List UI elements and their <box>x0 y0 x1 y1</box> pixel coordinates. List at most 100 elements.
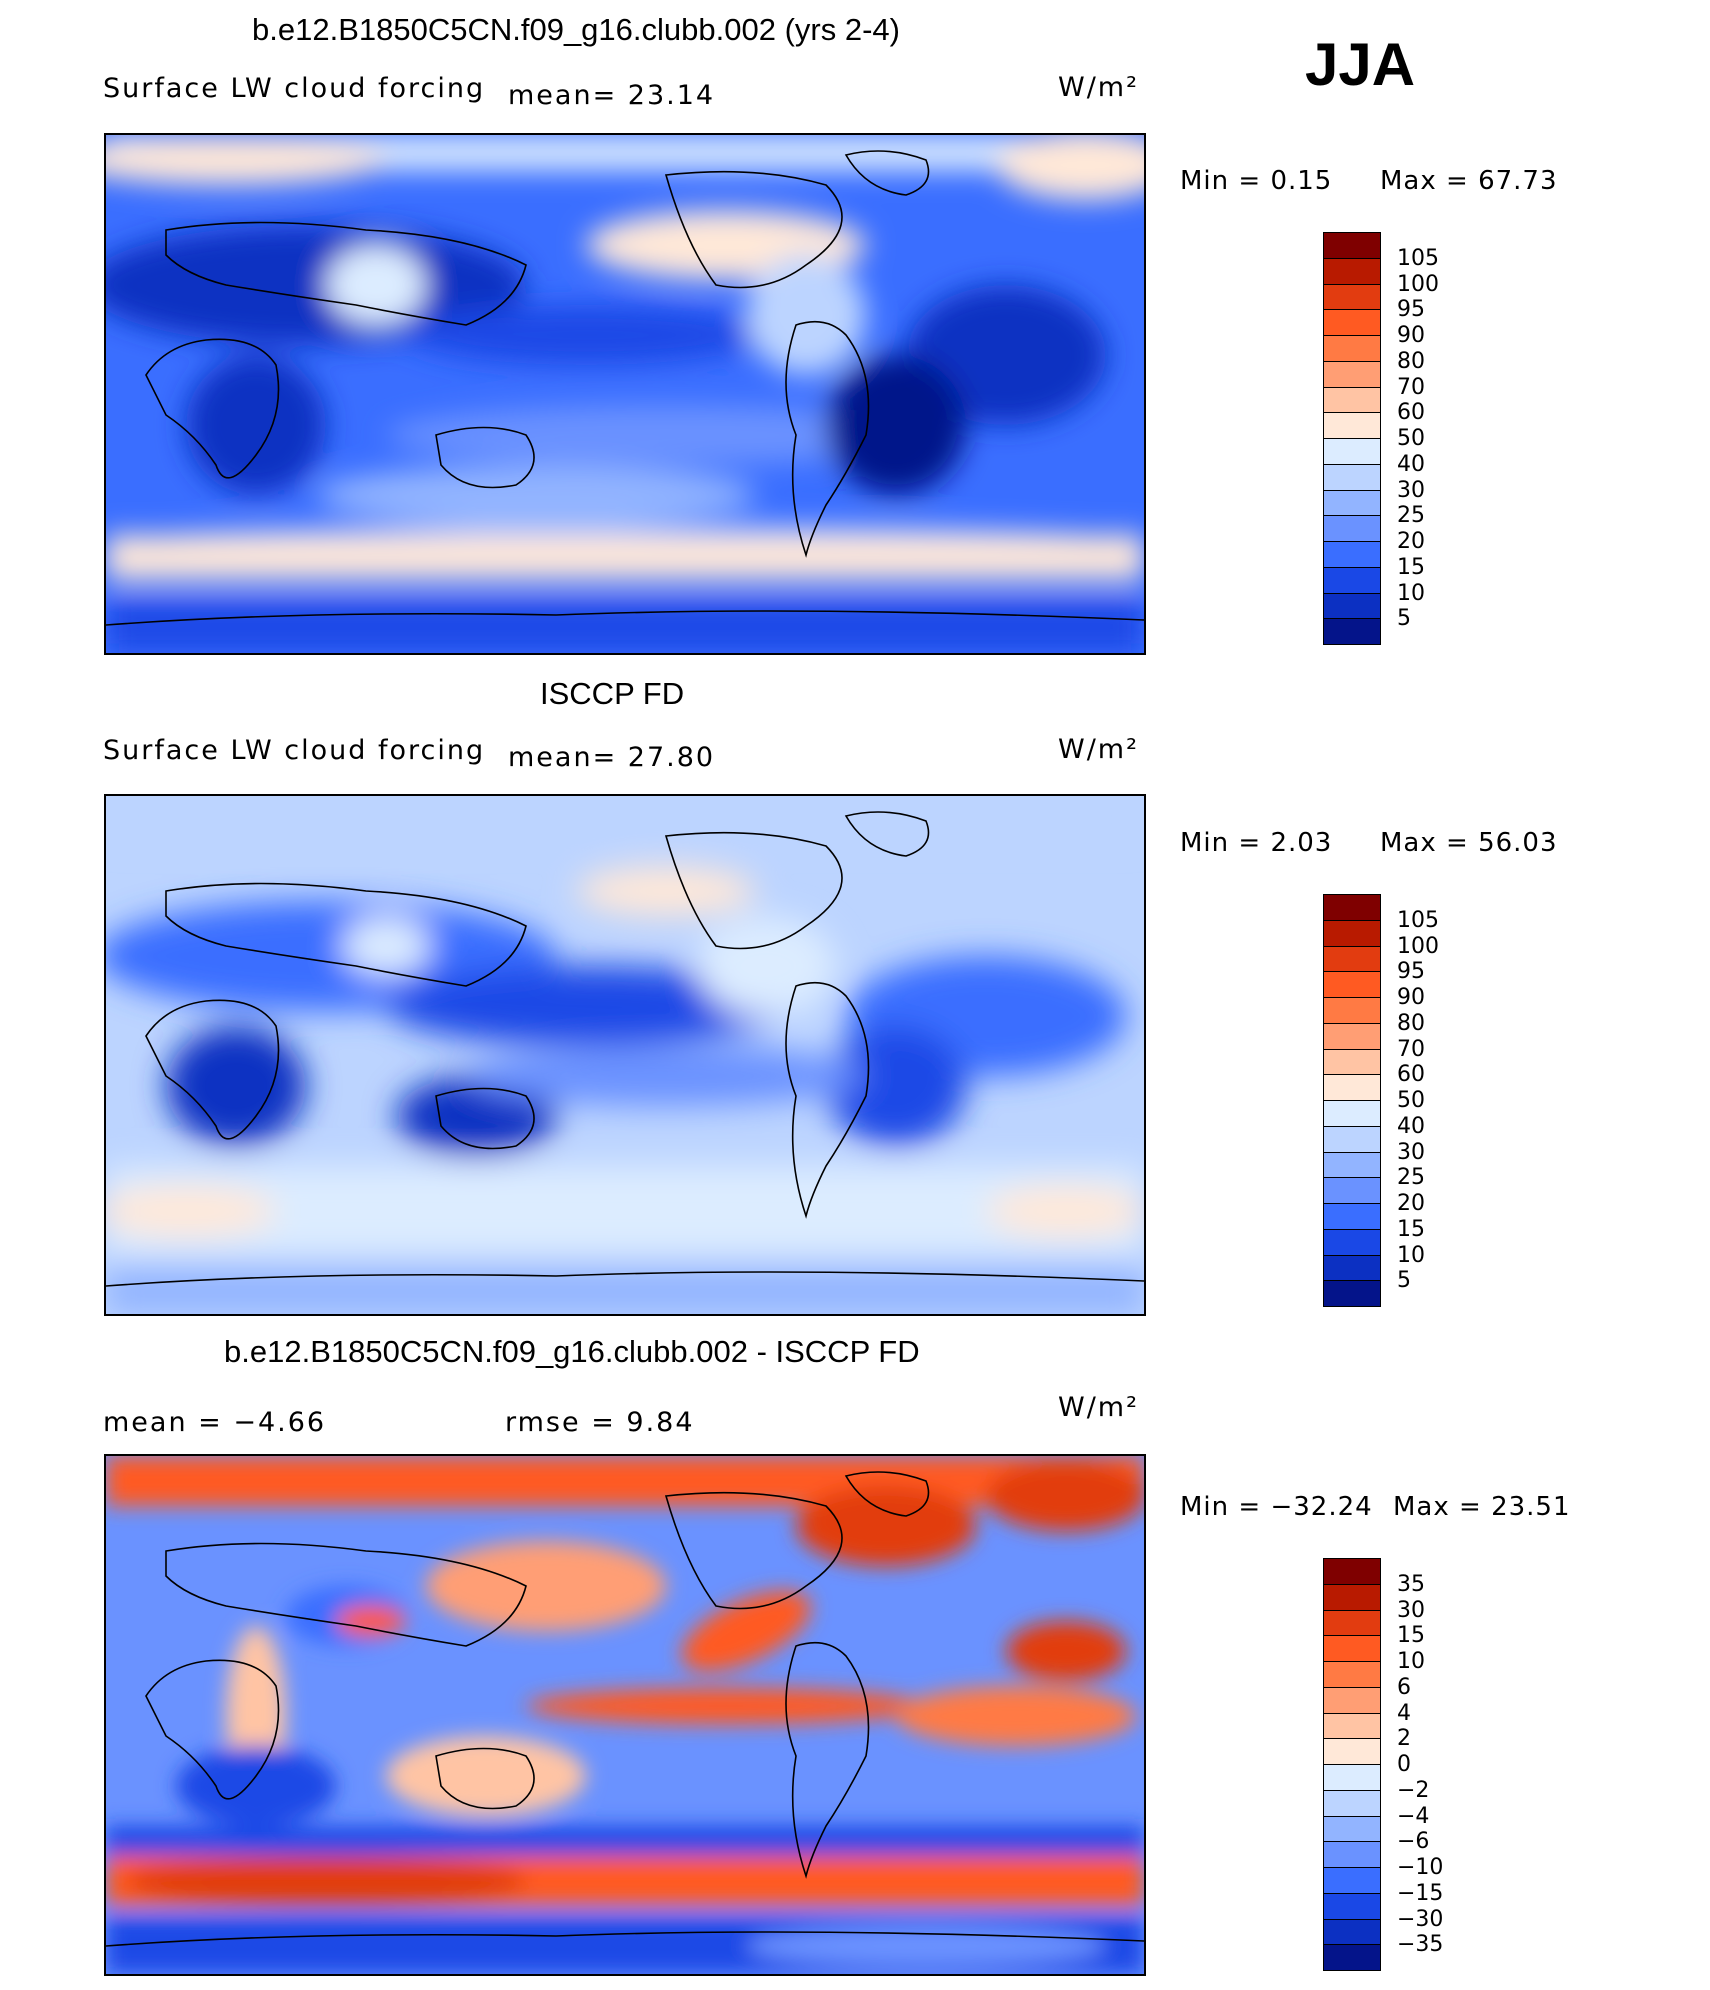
colorbar-swatch <box>1323 919 1381 947</box>
colorbar-swatch <box>1323 1609 1381 1637</box>
colorbar-swatch <box>1323 1712 1381 1740</box>
panel-1-min: Min = 0.15 <box>1180 166 1333 196</box>
panel-3-max: Max = 23.51 <box>1393 1492 1571 1522</box>
panel-2-variable: Surface LW cloud forcing <box>103 735 486 766</box>
colorbar-label: 30 <box>1397 1597 1425 1623</box>
colorbar-swatch <box>1323 1151 1381 1179</box>
colorbar-swatch <box>1323 1815 1381 1843</box>
colorbar-swatch <box>1323 1048 1381 1076</box>
panel-1-colorbar: 105 100 95 90 80 70 60 50 40 30 25 20 15 10 5 <box>1323 232 1463 645</box>
colorbar-label: 50 <box>1397 426 1425 451</box>
colorbar-swatch <box>1323 1841 1381 1868</box>
panel-2-map-canvas <box>106 796 1144 1314</box>
panel-1-title: b.e12.B1850C5CN.f09_g16.clubb.002 (yrs 2… <box>252 12 900 47</box>
colorbar-label: −4 <box>1397 1803 1430 1829</box>
colorbar-label: −15 <box>1397 1880 1444 1906</box>
colorbar-label: 10 <box>1397 1242 1425 1268</box>
panel-1-mean: mean= 23.14 <box>508 80 716 111</box>
colorbar-swatch <box>1323 1228 1381 1256</box>
colorbar-label: 4 <box>1397 1700 1411 1726</box>
colorbar-label: 30 <box>1397 477 1425 503</box>
panel-3-rmse: rmse = 9.84 <box>505 1407 695 1438</box>
colorbar-swatch <box>1323 592 1381 620</box>
panel-2-colorbar: 105 100 95 90 80 70 60 50 40 30 25 20 15 10 5 <box>1323 894 1463 1307</box>
colorbar-swatch <box>1323 566 1381 594</box>
panel-2-mean: mean= 27.80 <box>508 742 716 773</box>
colorbar-swatch <box>1323 1944 1381 1971</box>
panel-2-title: ISCCP FD <box>540 676 685 711</box>
colorbar-label: 50 <box>1397 1088 1425 1113</box>
colorbar-label: 40 <box>1397 1113 1425 1139</box>
colorbar-swatch <box>1323 232 1381 259</box>
colorbar-swatch <box>1323 1100 1381 1127</box>
colorbar-label: 60 <box>1397 400 1425 426</box>
colorbar-swatch <box>1323 283 1381 311</box>
colorbar-label: 70 <box>1397 1036 1425 1062</box>
colorbar-swatch <box>1323 463 1381 491</box>
colorbar-swatch <box>1323 515 1381 542</box>
colorbar-swatch <box>1323 1022 1381 1050</box>
panel-1-map-canvas <box>106 135 1144 653</box>
colorbar-label: −35 <box>1397 1932 1444 1958</box>
colorbar-swatch <box>1323 386 1381 414</box>
colorbar-swatch <box>1323 1892 1381 1920</box>
colorbar-swatch <box>1323 1686 1381 1714</box>
panel-3-map-canvas <box>106 1456 1144 1974</box>
panel-3-mean: mean = −4.66 <box>103 1407 327 1438</box>
colorbar-label: 90 <box>1397 323 1425 348</box>
colorbar-label: 35 <box>1397 1571 1425 1597</box>
colorbar-swatch <box>1323 360 1381 388</box>
colorbar-label: 30 <box>1397 1139 1425 1165</box>
colorbar-swatch <box>1323 1789 1381 1817</box>
colorbar-swatch <box>1323 257 1381 285</box>
colorbar-swatch <box>1323 309 1381 336</box>
colorbar-label: 20 <box>1397 529 1425 554</box>
colorbar-label: 95 <box>1397 297 1425 323</box>
colorbar-swatch <box>1323 945 1381 973</box>
colorbar-swatch <box>1323 1661 1381 1688</box>
colorbar-swatch <box>1323 618 1381 645</box>
colorbar-label: 40 <box>1397 451 1425 477</box>
panel-1-variable: Surface LW cloud forcing <box>103 73 486 104</box>
colorbar-label: 100 <box>1397 271 1439 297</box>
colorbar-swatch <box>1323 971 1381 998</box>
panel-2-units: W/m² <box>1058 734 1139 765</box>
colorbar-label: 100 <box>1397 933 1439 959</box>
colorbar-swatch <box>1323 1738 1381 1765</box>
colorbar-swatch <box>1323 438 1381 465</box>
panel-2-min: Min = 2.03 <box>1180 828 1333 858</box>
colorbar-swatch <box>1323 894 1381 921</box>
colorbar-swatch <box>1323 1635 1381 1662</box>
panel-3-title: b.e12.B1850C5CN.f09_g16.clubb.002 - ISCC… <box>224 1334 920 1369</box>
colorbar-label: 20 <box>1397 1191 1425 1216</box>
colorbar-swatch <box>1323 1203 1381 1230</box>
colorbar-swatch <box>1323 1764 1381 1791</box>
colorbar-label: 25 <box>1397 503 1425 529</box>
colorbar-swatch <box>1323 541 1381 568</box>
colorbar-label: 15 <box>1397 554 1425 580</box>
colorbar-label: 25 <box>1397 1165 1425 1191</box>
panel-3-colorbar: 35 30 15 10 6 4 2 0 −2 −4 −6 −10 −15 −30 −35 <box>1323 1558 1473 1971</box>
colorbar-label: 0 <box>1397 1752 1411 1777</box>
colorbar-label: −30 <box>1397 1906 1444 1932</box>
colorbar-label: 2 <box>1397 1726 1411 1752</box>
colorbar-label: 15 <box>1397 1216 1425 1242</box>
colorbar-label: 10 <box>1397 1649 1425 1674</box>
colorbar-label: 15 <box>1397 1623 1425 1649</box>
colorbar-swatch <box>1323 1918 1381 1946</box>
colorbar-label: 5 <box>1397 606 1411 632</box>
colorbar-label: −10 <box>1397 1855 1444 1880</box>
panel-3-units: W/m² <box>1058 1392 1139 1423</box>
panel-2-max: Max = 56.03 <box>1380 828 1558 858</box>
colorbar-swatch <box>1323 412 1381 439</box>
colorbar-label: 90 <box>1397 985 1425 1010</box>
colorbar-swatch <box>1323 489 1381 517</box>
colorbar-swatch <box>1323 1558 1381 1585</box>
colorbar-label: 6 <box>1397 1674 1411 1700</box>
colorbar-swatch <box>1323 1280 1381 1307</box>
colorbar-label: −6 <box>1397 1829 1430 1855</box>
colorbar-label: −2 <box>1397 1777 1430 1803</box>
colorbar-label: 80 <box>1397 348 1425 374</box>
panel-1-units: W/m² <box>1058 72 1139 103</box>
panel-1-map <box>104 133 1146 655</box>
